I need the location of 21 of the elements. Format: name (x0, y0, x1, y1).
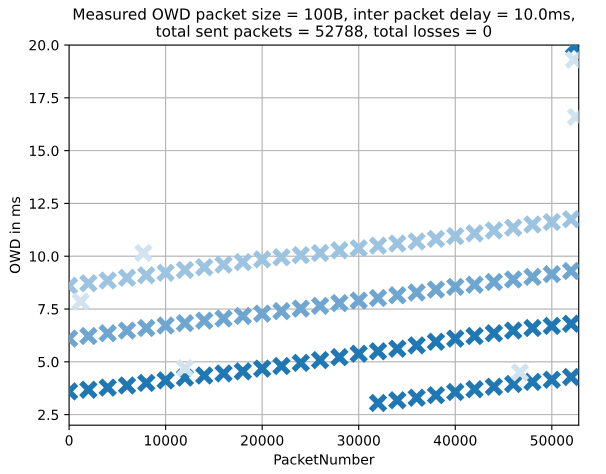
x-axis-title: PacketNumber (274, 454, 375, 465)
y-axis-title: OWD in ms (9, 196, 20, 274)
y-tick-label: 20.0 (29, 40, 58, 51)
x-tick-label: 50000 (530, 435, 573, 446)
y-tick-label: 2.5 (38, 410, 58, 420)
chart-title: Measured OWD packet size = 100B, inter packet delay = 10.0ms, total sent packets = 52788, total losses = 0 (74, 8, 574, 40)
x-tick-label: 0 (66, 435, 73, 446)
point (70, 292, 91, 312)
y-tick-label: 12.5 (30, 198, 58, 209)
point (510, 362, 530, 382)
x-tick-label: 20000 (241, 435, 284, 446)
y-tick-label: 15.0 (30, 146, 58, 156)
y-tick-label: 10.0 (30, 251, 58, 262)
point (133, 242, 154, 264)
x-tick-label: 30000 (338, 435, 380, 446)
y-tick-label: 17.5 (30, 92, 58, 104)
y-tick-label: 7.5 (38, 304, 58, 314)
point (174, 358, 195, 378)
x-tick-label: 10000 (145, 435, 187, 446)
x-tick-label: 40000 (434, 435, 476, 446)
y-tick-label: 5.0 (38, 356, 58, 368)
